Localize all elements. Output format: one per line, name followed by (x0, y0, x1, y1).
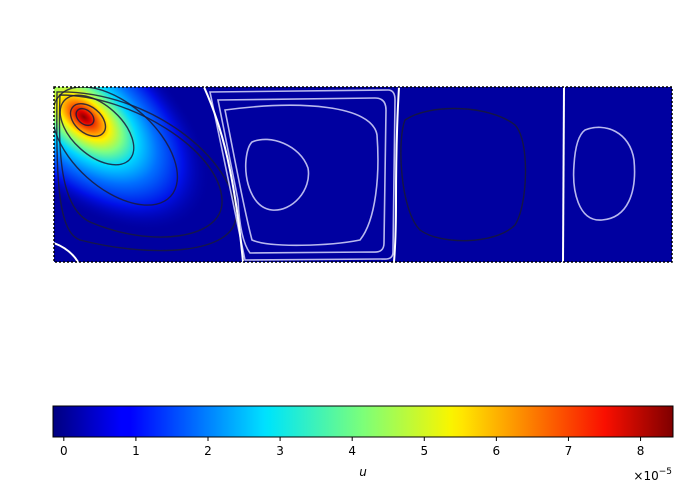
heatmap-frame (53, 86, 673, 263)
colorbar-tick-label: 8 (637, 444, 645, 458)
contour-line (69, 103, 107, 137)
separatrix-line (562, 87, 565, 262)
colorbar-multiplier-exponent: −5 (659, 467, 672, 477)
contour-line (217, 97, 387, 254)
secondary-cell-contours (209, 89, 636, 261)
colorbar-tick-label: 0 (60, 444, 68, 458)
heatmap-panel (54, 87, 672, 262)
contour-line (224, 104, 379, 247)
colorbar-tick-label: 5 (420, 444, 428, 458)
colorbar-tick-label: 7 (565, 444, 573, 458)
contour-line (54, 87, 179, 206)
contour-line (58, 94, 223, 238)
colorbar-tick-label: 1 (132, 444, 140, 458)
colorbar-ticks: 0 1 2 3 4 5 6 7 8 (60, 437, 644, 458)
contour-line (56, 91, 237, 252)
colorbar-tick-label: 6 (493, 444, 501, 458)
separatrix-lines (54, 87, 565, 262)
colorbar-multiplier: ×10−5 (633, 467, 672, 483)
separatrix-line (393, 87, 400, 262)
contour-line (244, 138, 310, 211)
separatrix-line (54, 242, 79, 262)
colorbar-gradient (53, 406, 673, 437)
colorbar-tick-label: 3 (276, 444, 284, 458)
separatrix-line (203, 87, 244, 262)
contour-line (209, 89, 396, 261)
colorbar-tick-label: 2 (204, 444, 212, 458)
contour-line (400, 107, 527, 242)
colorbar-frame (52, 405, 674, 438)
contour-line (59, 94, 135, 166)
colorbar: 0 1 2 3 4 5 6 7 8 u ×10−5 (52, 405, 674, 483)
contour-line (572, 126, 636, 221)
colorbar-label: u (359, 465, 367, 479)
contour-line (75, 107, 95, 127)
colorbar-tick-label: 4 (348, 444, 356, 458)
primary-vortex-contours (54, 87, 237, 252)
